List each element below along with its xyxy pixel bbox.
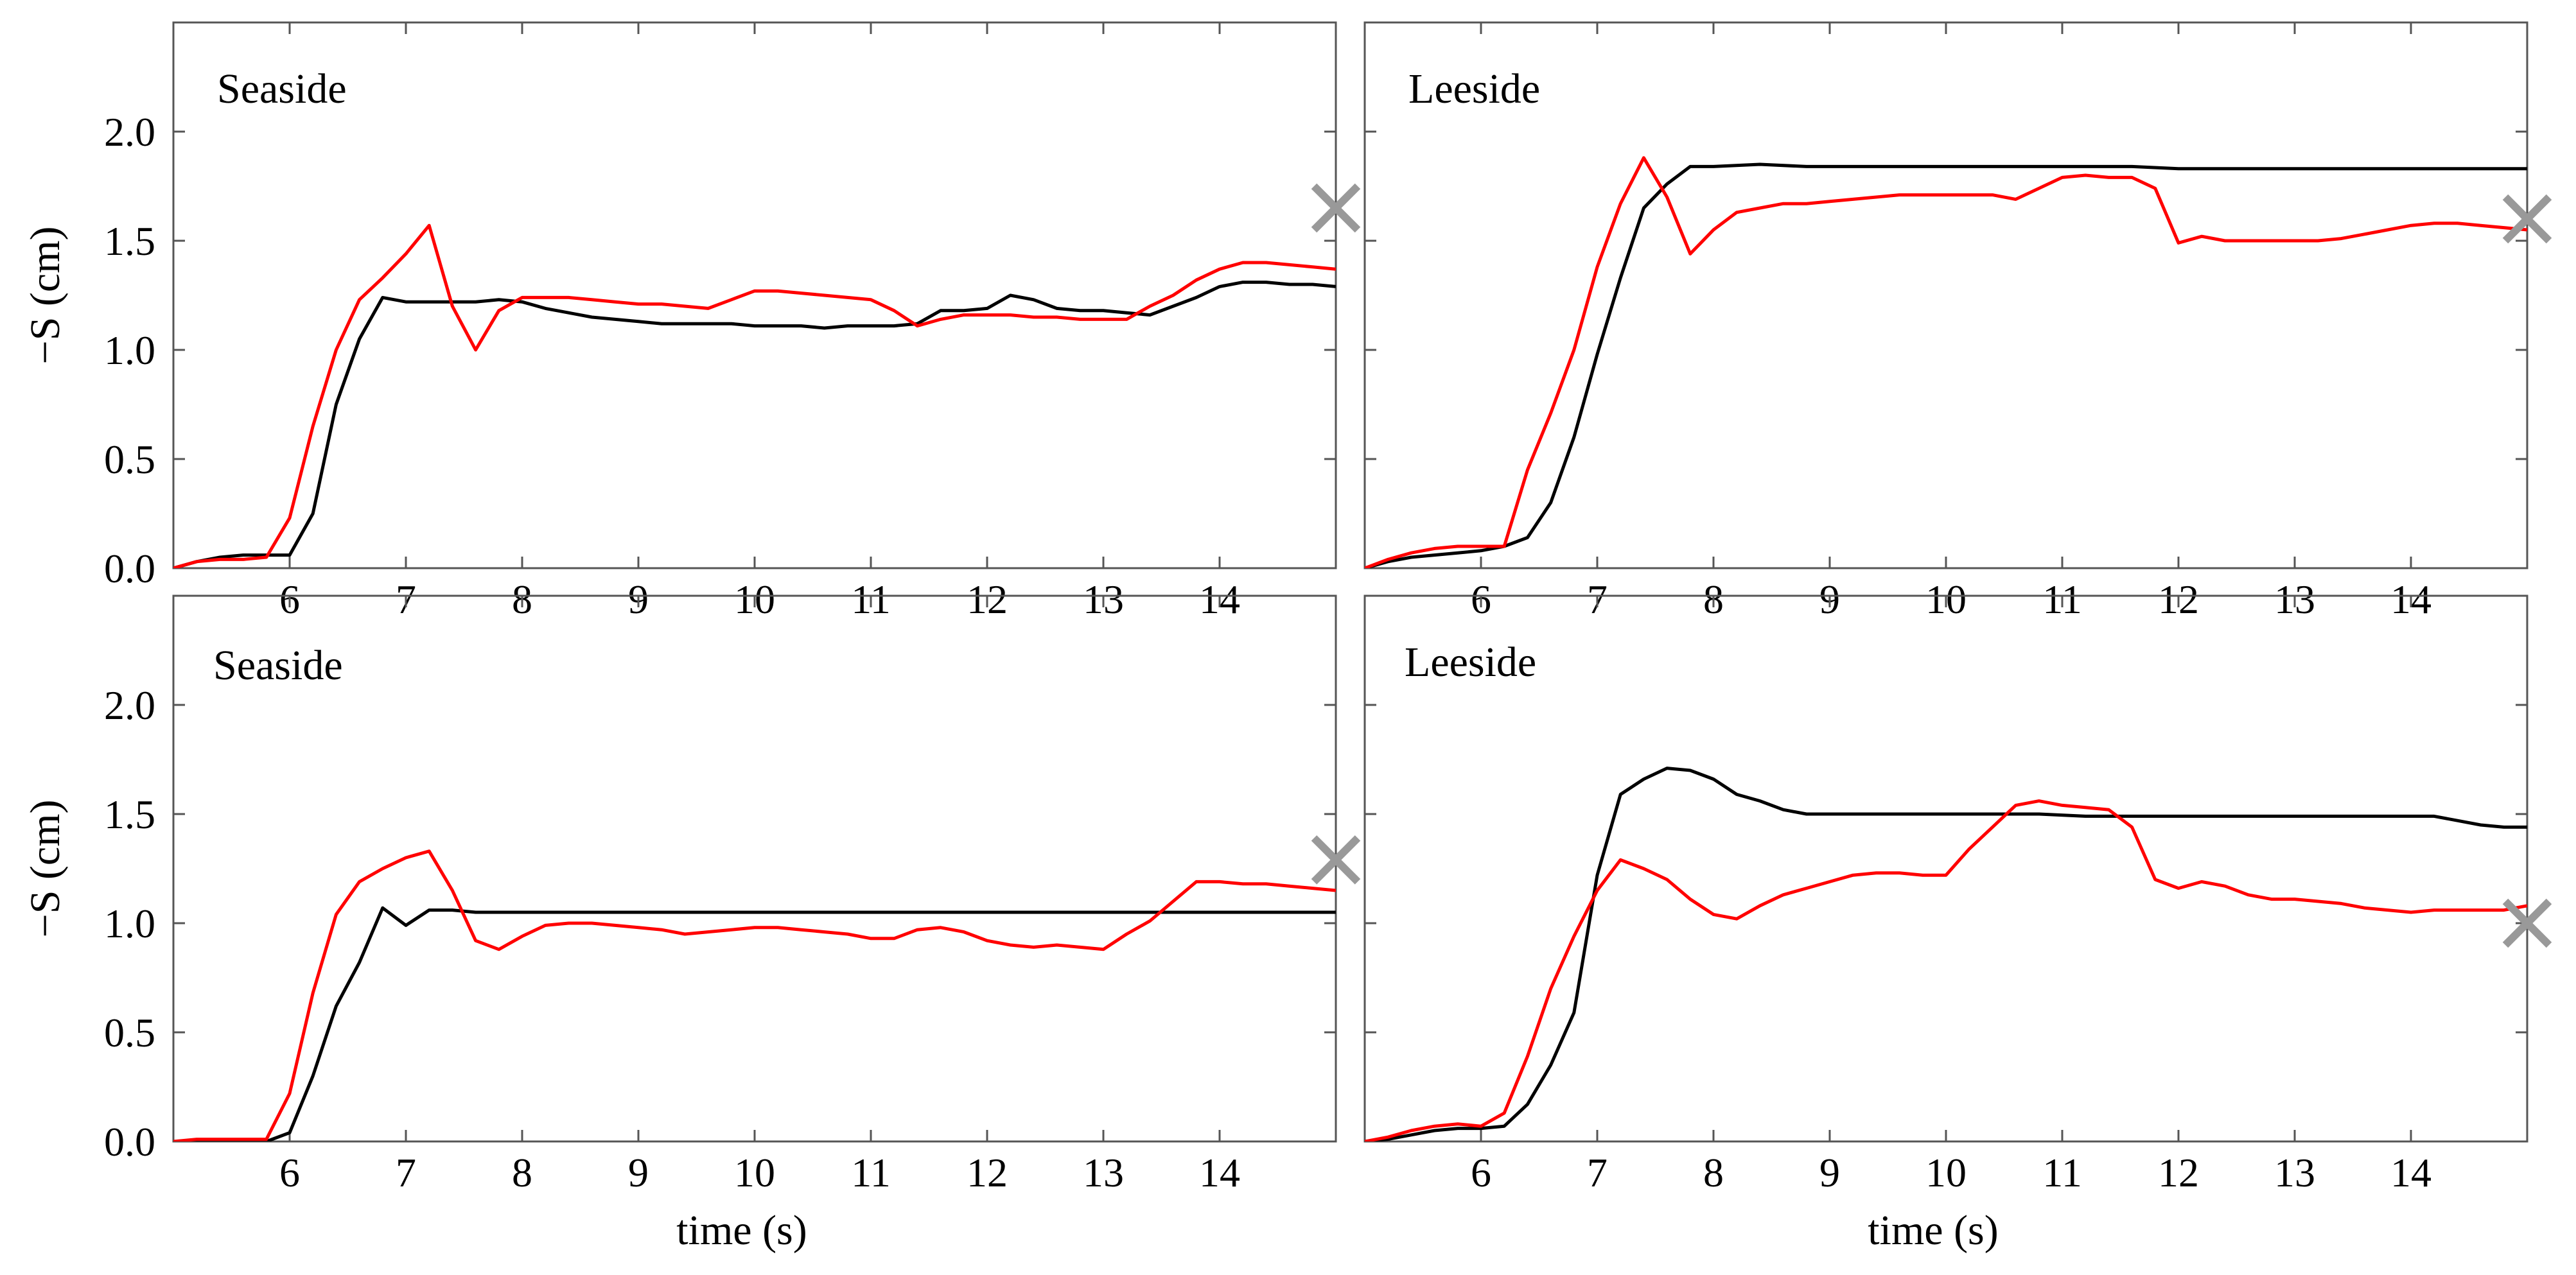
x-tick-label: 14 [1199, 1150, 1240, 1195]
series-line-red [173, 223, 1336, 568]
x-tick-label: 13 [2274, 1150, 2315, 1195]
y-tick-label: 1.0 [104, 327, 155, 373]
y-tick-label: 1.5 [104, 218, 155, 264]
cross-marker [1311, 835, 1361, 885]
series-line-black [1365, 767, 2527, 1141]
x-tick-label: 9 [1819, 1150, 1840, 1195]
y-tick-label: 0.0 [104, 1119, 155, 1165]
y-tick-label: 2.0 [104, 109, 155, 155]
panel-3: 6 7 8 9 10 11 12 13 14 0.0 0.5 1.0 1.5 2.0 Seaside −S (… [22, 594, 1361, 1254]
x-tick-label: 10 [1925, 1150, 1967, 1195]
x-tick-label: 6 [279, 1150, 300, 1195]
y-tick-label: 0.0 [104, 546, 155, 591]
y-tick-label: 0.5 [104, 437, 155, 482]
panel-title: Seaside [213, 642, 343, 689]
x-tick-label: 12 [967, 1150, 1008, 1195]
cross-marker [2502, 194, 2552, 244]
x-tick-label: 14 [2390, 1150, 2431, 1195]
panel-title: Seaside [217, 65, 347, 112]
x-tick-label: 6 [1471, 1150, 1491, 1195]
plot-frame [172, 21, 1337, 569]
x-tick-label: 11 [851, 1150, 891, 1195]
y-tick-label: 1.5 [104, 792, 155, 837]
x-tick-label: 9 [628, 1150, 649, 1195]
series-line-red [173, 849, 1336, 1141]
x-tick-label: 8 [1703, 1150, 1724, 1195]
panel-4: 6 7 8 9 10 11 12 13 14 Leeside time (s) [1363, 594, 2552, 1254]
y-axis-label: −S (cm) [22, 226, 69, 364]
x-tick-label: 8 [512, 1150, 532, 1195]
panel-title: Leeside [1408, 65, 1540, 112]
x-tick-label: 12 [2158, 1150, 2199, 1195]
panel-title: Leeside [1405, 639, 1536, 686]
y-axis-label: −S (cm) [22, 799, 69, 937]
y-tick-label: 2.0 [104, 682, 155, 728]
x-tick-label: 7 [1587, 1150, 1608, 1195]
x-tick-label: 10 [734, 1150, 775, 1195]
series-line-red [1365, 156, 2527, 568]
y-tick-label: 1.0 [104, 901, 155, 946]
cross-marker [1311, 183, 1361, 233]
series-line-black [1365, 162, 2527, 568]
x-tick-label: 11 [2042, 1150, 2082, 1195]
cross-marker [2502, 898, 2552, 948]
x-tick-label: 13 [1083, 1150, 1124, 1195]
series-line-red [1365, 799, 2527, 1141]
series-line-black [173, 906, 1336, 1141]
series-line-black [173, 281, 1336, 568]
x-axis-label: time (s) [1868, 1207, 1998, 1254]
x-axis-label: time (s) [676, 1207, 807, 1254]
x-tick-label: 7 [396, 1150, 416, 1195]
y-tick-label: 0.5 [104, 1010, 155, 1055]
plot-frame [1363, 594, 2528, 1143]
plot-frame [172, 594, 1337, 1143]
